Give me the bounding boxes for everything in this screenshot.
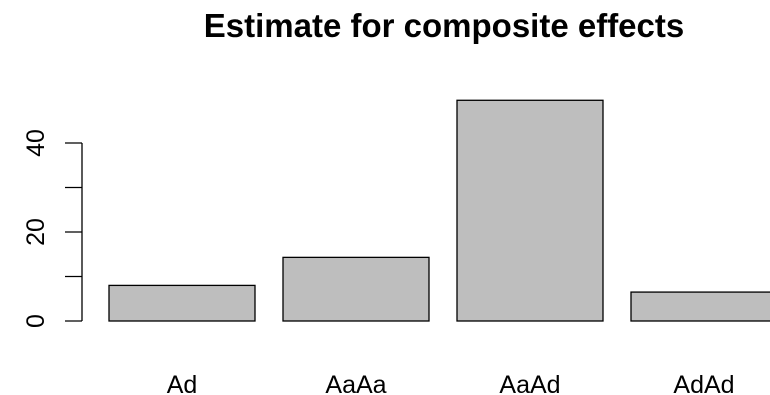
category-labels: Ad AaAa AaAd AdAd — [167, 371, 735, 395]
bar-ad — [108, 284, 256, 322]
bars — [108, 99, 770, 322]
y-tick-label: 0 — [22, 314, 50, 328]
category-label-aaad: AaAd — [499, 371, 560, 395]
y-tick-label: 40 — [22, 129, 50, 157]
y-axis: 0 20 40 — [22, 129, 83, 328]
bar-aaad — [456, 99, 604, 322]
category-label-aaaa: AaAa — [325, 371, 386, 395]
y-tick-label: 20 — [22, 218, 50, 246]
category-label-ad: Ad — [167, 371, 198, 395]
chart-title: Estimate for composite effects — [204, 7, 684, 44]
category-label-adad: AdAd — [673, 371, 734, 395]
bar-adad — [630, 291, 770, 322]
bar-aaaa — [282, 256, 430, 322]
